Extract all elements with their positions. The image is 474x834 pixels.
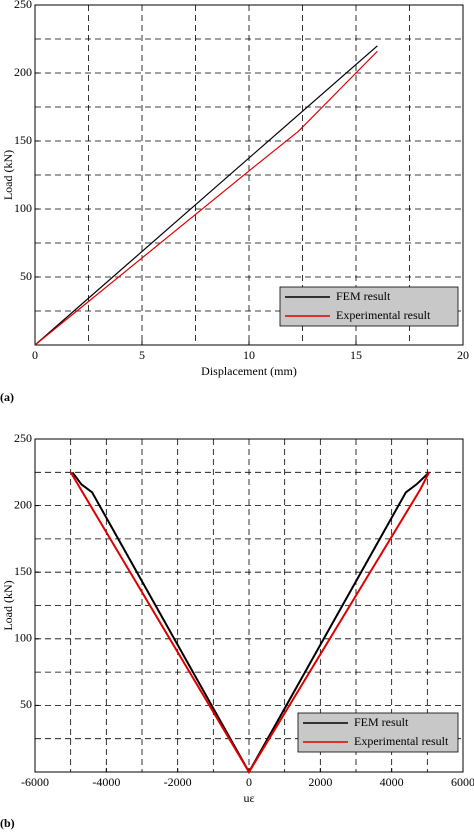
x-tick-label: 10 — [243, 348, 255, 362]
x-tick-label: 0 — [32, 348, 38, 362]
y-tick-label: 50 — [20, 697, 32, 711]
y-axis-label: Load (kN) — [1, 150, 15, 200]
y-tick-label: 200 — [14, 65, 32, 79]
legend-label: Experimental result — [354, 734, 449, 748]
x-tick-label: -6000 — [21, 775, 49, 789]
x-tick-label: 15 — [350, 348, 362, 362]
x-axis-label: uε — [243, 791, 254, 805]
x-axis-label: Displacement (mm) — [201, 364, 297, 378]
series-line — [34, 45, 378, 346]
x-tick-label: 20 — [457, 348, 469, 362]
series-line — [34, 50, 378, 346]
y-tick-label: 250 — [14, 431, 32, 445]
series-line — [69, 471, 431, 774]
legend-box — [297, 712, 459, 753]
x-tick-label: 6000 — [451, 775, 474, 789]
legend-label: Experimental result — [336, 308, 431, 322]
x-tick-label: -2000 — [164, 775, 192, 789]
y-tick-label: 100 — [14, 201, 32, 215]
x-tick-label: 5 — [139, 348, 145, 362]
x-tick-label: 4000 — [380, 775, 404, 789]
panel-label: (a) — [0, 390, 14, 404]
y-tick-label: 150 — [14, 133, 32, 147]
legend-label: FEM result — [354, 715, 409, 729]
y-axis-label: Load (kN) — [1, 580, 15, 630]
x-tick-label: 2000 — [308, 775, 332, 789]
legend-box — [279, 286, 459, 327]
y-tick-label: 250 — [14, 0, 32, 11]
x-tick-label: -4000 — [92, 775, 120, 789]
legend-label: FEM result — [336, 289, 391, 303]
y-tick-label: 200 — [14, 497, 32, 511]
y-tick-label: 50 — [20, 269, 32, 283]
panel-label: (b) — [0, 816, 15, 830]
x-tick-label: 0 — [246, 775, 252, 789]
y-tick-label: 150 — [14, 564, 32, 578]
y-tick-label: 100 — [14, 631, 32, 645]
